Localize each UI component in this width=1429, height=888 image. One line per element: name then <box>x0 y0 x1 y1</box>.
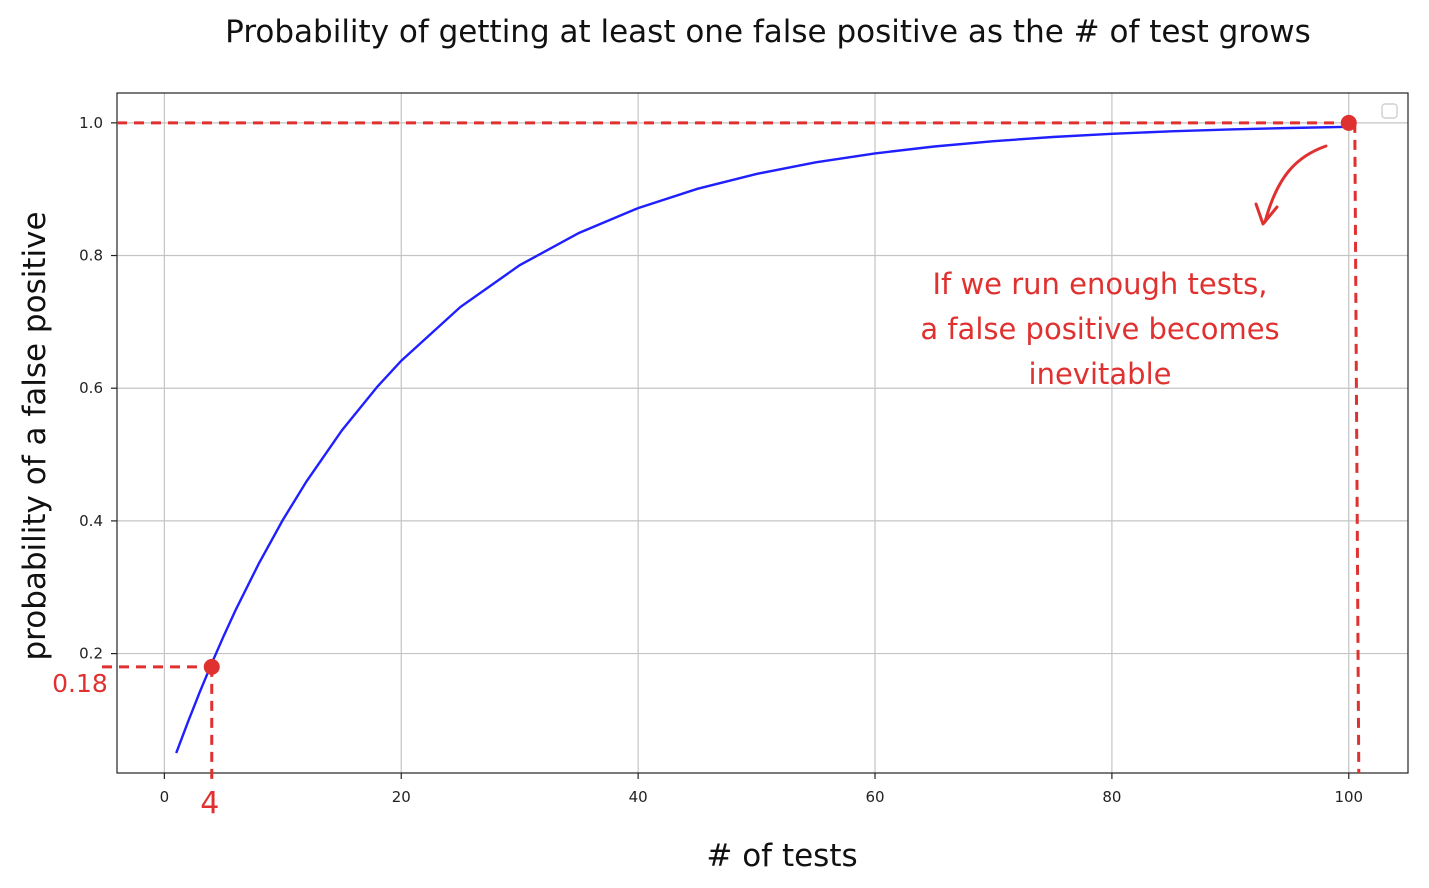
y-tick-label: 0.6 <box>79 379 103 397</box>
callout-line-1: If we run enough tests, <box>932 267 1267 301</box>
x-axis-ticks: 0 20 40 60 80 100 <box>160 773 1363 806</box>
y-axis-label: probability of a false positive <box>17 211 53 660</box>
low-point-y-label: 0.18 <box>52 669 108 698</box>
y-tick-label: 0.4 <box>79 512 103 530</box>
x-axis-label: # of tests <box>706 838 857 874</box>
low-point-marker <box>203 658 220 675</box>
y-tick-label: 0.2 <box>79 645 103 663</box>
x-tick-label: 0 <box>160 788 170 806</box>
chart-title: Probability of getting at least one fals… <box>225 14 1311 50</box>
y-tick-label: 1.0 <box>79 114 103 132</box>
high-point-marker <box>1340 114 1357 131</box>
x-tick-label: 40 <box>629 788 648 806</box>
callout-line-3: inevitable <box>1029 357 1172 391</box>
callout-line-2: a false positive becomes <box>920 312 1279 346</box>
x-tick-label: 60 <box>865 788 884 806</box>
series-line <box>175 125 1349 754</box>
callout-arrow <box>1263 144 1328 224</box>
y-axis-ticks: 0.2 0.4 0.6 0.8 1.0 <box>79 114 117 663</box>
x-tick-label: 20 <box>392 788 411 806</box>
x-tick-label: 100 <box>1334 788 1363 806</box>
grid <box>117 93 1408 773</box>
plot-frame <box>116 92 1409 774</box>
x-tick-label: 80 <box>1102 788 1121 806</box>
high-point-vertical-guide <box>1353 122 1361 774</box>
callout-arrowhead <box>1254 202 1279 226</box>
annotations: 4 0.18 If we run enough tests, a false p… <box>52 114 1361 821</box>
y-tick-label: 0.8 <box>79 247 103 265</box>
low-point-x-label: 4 <box>200 786 219 821</box>
legend-box <box>1381 103 1398 119</box>
